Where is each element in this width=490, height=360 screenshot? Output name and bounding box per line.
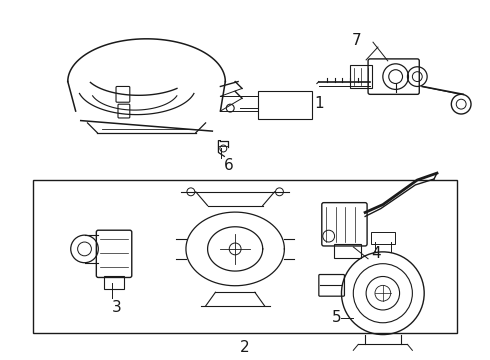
FancyBboxPatch shape (258, 91, 312, 119)
Text: 1: 1 (314, 96, 324, 111)
Text: 5: 5 (332, 310, 342, 325)
Text: 6: 6 (223, 158, 233, 173)
Text: 4: 4 (371, 246, 381, 261)
Bar (33, 180, 457, 333)
Text: 3: 3 (112, 301, 122, 315)
Text: 2: 2 (240, 340, 250, 355)
Text: 7: 7 (351, 33, 361, 48)
